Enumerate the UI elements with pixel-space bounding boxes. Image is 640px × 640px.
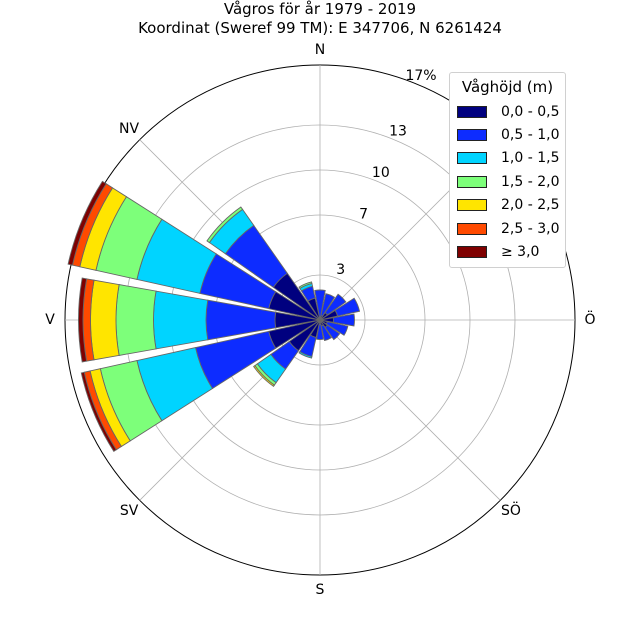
radial-tick-label: 13 bbox=[389, 124, 407, 140]
radial-tick-label: 7 bbox=[359, 207, 368, 223]
rose-bar-segment bbox=[90, 279, 120, 361]
legend-label: 0,0 - 0,5 bbox=[501, 103, 560, 120]
legend: Våghöjd (m) 0,0 - 0,5 0,5 - 1,0 1,0 - 1,5 1… bbox=[449, 72, 566, 268]
rose-bar-segment bbox=[298, 351, 313, 359]
legend-swatch bbox=[457, 222, 487, 235]
rose-bar-segment bbox=[253, 364, 276, 387]
legend-label: 0,5 - 1,0 bbox=[501, 127, 560, 144]
chart-title: Vågros för år 1979 - 2019 bbox=[223, 0, 417, 18]
legend-item: 2,5 - 3,0 bbox=[450, 217, 565, 240]
direction-label: V bbox=[45, 312, 55, 328]
direction-label: N bbox=[315, 42, 325, 58]
legend-swatch bbox=[457, 152, 487, 165]
legend-item: 1,0 - 1,5 bbox=[450, 147, 565, 170]
direction-label: SÖ bbox=[501, 501, 521, 519]
legend-item: 2,0 - 2,5 bbox=[450, 194, 565, 217]
legend-swatch bbox=[457, 199, 487, 212]
legend-swatch bbox=[457, 105, 487, 118]
legend-swatch bbox=[457, 175, 487, 188]
legend-label: 2,5 - 3,0 bbox=[501, 220, 560, 237]
rose-bar-segment bbox=[332, 313, 355, 327]
rose-bar-segment bbox=[78, 277, 88, 363]
rose-bar-segment bbox=[67, 180, 107, 266]
rose-bar-segment bbox=[115, 284, 157, 356]
legend-swatch bbox=[457, 246, 487, 259]
radial-tick-label: 3 bbox=[336, 262, 345, 278]
legend-title: Våghöjd (m) bbox=[461, 78, 554, 96]
radial-tick-label: 10 bbox=[372, 165, 390, 181]
legend-swatch bbox=[457, 129, 487, 142]
grid-spoke bbox=[319, 319, 501, 501]
radial-tick-label: 17% bbox=[405, 68, 436, 84]
direction-label: Ö bbox=[584, 310, 595, 328]
legend-label: 1,0 - 1,5 bbox=[501, 150, 560, 167]
rose-bar-segment bbox=[298, 281, 313, 289]
legend-label: 2,0 - 2,5 bbox=[501, 197, 560, 214]
rose-bar-segment bbox=[153, 290, 209, 350]
legend-label: ≥ 3,0 bbox=[501, 244, 540, 261]
legend-item: 0,0 - 0,5 bbox=[450, 100, 565, 123]
direction-label: SV bbox=[120, 503, 139, 519]
rose-bar-segment bbox=[334, 297, 361, 317]
legend-item: 1,5 - 2,0 bbox=[450, 170, 565, 193]
legend-label: 1,5 - 2,0 bbox=[501, 173, 560, 190]
legend-item: 0,5 - 1,0 bbox=[450, 123, 565, 146]
direction-label: S bbox=[316, 582, 325, 598]
direction-label: NV bbox=[119, 121, 139, 137]
rose-bar-segment bbox=[206, 206, 244, 244]
rose-bar-segment bbox=[80, 371, 117, 452]
chart-subtitle: Koordinat (Sweref 99 TM): E 347706, N 62… bbox=[138, 19, 502, 37]
chart-title-block: Vågros för år 1979 - 2019 Koordinat (Swe… bbox=[0, 0, 640, 38]
legend-item: ≥ 3,0 bbox=[450, 240, 565, 263]
